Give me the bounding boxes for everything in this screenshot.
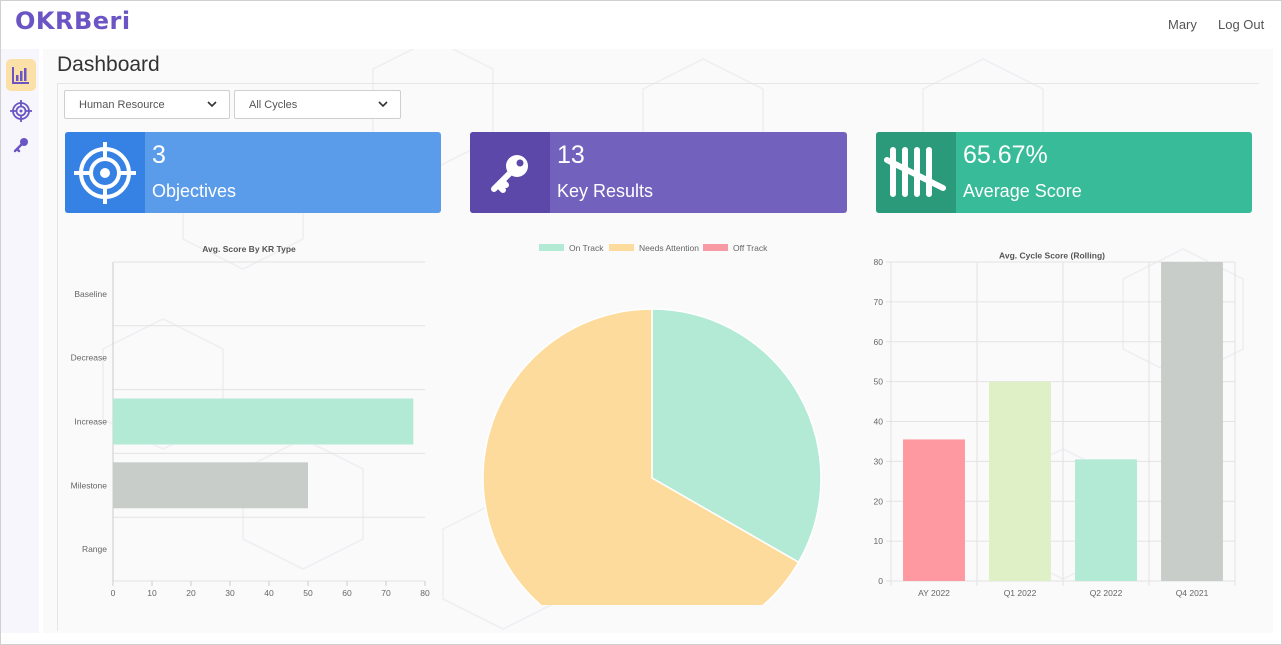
card-icon-box xyxy=(65,132,145,213)
key-results-stat-card[interactable]: 13 Key Results xyxy=(470,132,847,213)
card-icon-box xyxy=(470,132,550,213)
y-tick-label: 70 xyxy=(874,297,884,307)
bar-q4-2021 xyxy=(1161,262,1223,581)
x-tick-label: 60 xyxy=(342,588,352,598)
x-tick-label: 10 xyxy=(147,588,157,598)
sidebar xyxy=(1,49,39,633)
bar-milestone xyxy=(113,462,308,509)
department-select-value: Human Resource xyxy=(79,99,165,111)
y-category-label: Baseline xyxy=(74,289,107,299)
key-results-count: 13 xyxy=(557,141,585,169)
chart-title: Avg. Cycle Score (Rolling) xyxy=(999,250,1105,260)
x-tick-label: 50 xyxy=(303,588,313,598)
target-icon xyxy=(74,141,136,204)
y-tick-label: 80 xyxy=(874,257,884,267)
y-category-label: Range xyxy=(82,544,107,554)
x-tick-label: 30 xyxy=(225,588,235,598)
objectives-count: 3 xyxy=(152,141,166,169)
bar-chart-icon xyxy=(12,67,29,84)
y-tick-label: 40 xyxy=(874,417,884,427)
tally-icon xyxy=(884,146,946,197)
card-body: 13 Key Results xyxy=(550,132,847,213)
y-tick-label: 50 xyxy=(874,377,884,387)
y-category-label: Decrease xyxy=(71,353,108,363)
legend-swatch xyxy=(609,244,634,251)
bar-ay-2022 xyxy=(903,439,965,581)
y-category-label: Milestone xyxy=(71,480,108,490)
brand-logo[interactable]: OKRBeri xyxy=(15,7,131,35)
card-body: 3 Objectives xyxy=(145,132,441,213)
department-select[interactable]: Human Resource xyxy=(64,90,230,119)
y-tick-label: 10 xyxy=(874,536,884,546)
x-tick-label: 0 xyxy=(111,588,116,598)
cycle-select[interactable]: All Cycles xyxy=(234,90,401,119)
card-body: 65.67% Average Score xyxy=(956,132,1252,213)
average-score-label: Average Score xyxy=(963,181,1082,201)
average-score-stat-card[interactable]: 65.67% Average Score xyxy=(876,132,1252,213)
sidebar-item-objectives[interactable] xyxy=(6,95,36,127)
key-icon xyxy=(13,138,28,153)
chevron-down-icon xyxy=(207,101,217,108)
y-tick-label: 20 xyxy=(874,496,884,506)
logout-link[interactable]: Log Out xyxy=(1218,17,1265,32)
top-navbar: OKRBeri Mary Log Out xyxy=(1,1,1281,49)
average-score-value: 65.67% xyxy=(963,141,1048,169)
y-tick-label: 0 xyxy=(878,576,883,586)
y-category-label: Increase xyxy=(74,417,107,427)
objectives-label: Objectives xyxy=(152,181,237,201)
sidebar-item-dashboard[interactable] xyxy=(6,59,36,91)
x-tick-label: 70 xyxy=(381,588,391,598)
x-category-label: Q1 2022 xyxy=(1004,588,1037,598)
bar-increase xyxy=(113,398,414,445)
card-icon-box xyxy=(876,132,956,213)
page-title: Dashboard xyxy=(57,53,160,76)
objectives-stat-card[interactable]: 3 Objectives xyxy=(65,132,441,213)
y-tick-label: 30 xyxy=(874,456,884,466)
bar-q1-2022 xyxy=(989,381,1051,581)
legend-swatch xyxy=(703,244,728,251)
legend-label: Off Track xyxy=(733,243,768,253)
x-category-label: AY 2022 xyxy=(918,588,950,598)
cycle-select-value: All Cycles xyxy=(249,99,298,111)
x-category-label: Q4 2021 xyxy=(1176,588,1209,598)
pie-slice-on-track xyxy=(651,308,822,564)
x-tick-label: 20 xyxy=(186,588,196,598)
key-icon xyxy=(491,154,528,193)
chevron-down-icon xyxy=(378,101,388,108)
cycle-score-chart: Avg. Cycle Score (Rolling) 0 10 20 30 40 50 60 7… xyxy=(874,250,1236,598)
kr-type-score-chart: Avg. Score By KR Type 0 10 20 30 40 50 60 70 80 Ba… xyxy=(71,244,430,598)
pie-slice-needs-attention xyxy=(482,308,800,605)
legend-label: Needs Attention xyxy=(639,243,699,253)
target-icon xyxy=(10,100,32,122)
chart-title: Avg. Score By KR Type xyxy=(202,244,296,254)
status-pie-chart: On Track Needs Attention Off Track xyxy=(482,243,822,605)
legend-label: On Track xyxy=(569,243,604,253)
y-tick-label: 60 xyxy=(874,337,884,347)
x-tick-label: 80 xyxy=(420,588,430,598)
user-menu-link[interactable]: Mary xyxy=(1168,17,1197,32)
key-results-label: Key Results xyxy=(557,181,654,201)
bar-q2-2022 xyxy=(1075,459,1137,581)
content-frame xyxy=(57,83,1259,631)
x-category-label: Q2 2022 xyxy=(1090,588,1123,598)
sidebar-item-key-results[interactable] xyxy=(6,129,36,161)
legend-swatch xyxy=(539,244,564,251)
main-content: Dashboard Human Resource All Cycles 3 Ob… xyxy=(43,49,1273,633)
x-tick-label: 40 xyxy=(264,588,274,598)
